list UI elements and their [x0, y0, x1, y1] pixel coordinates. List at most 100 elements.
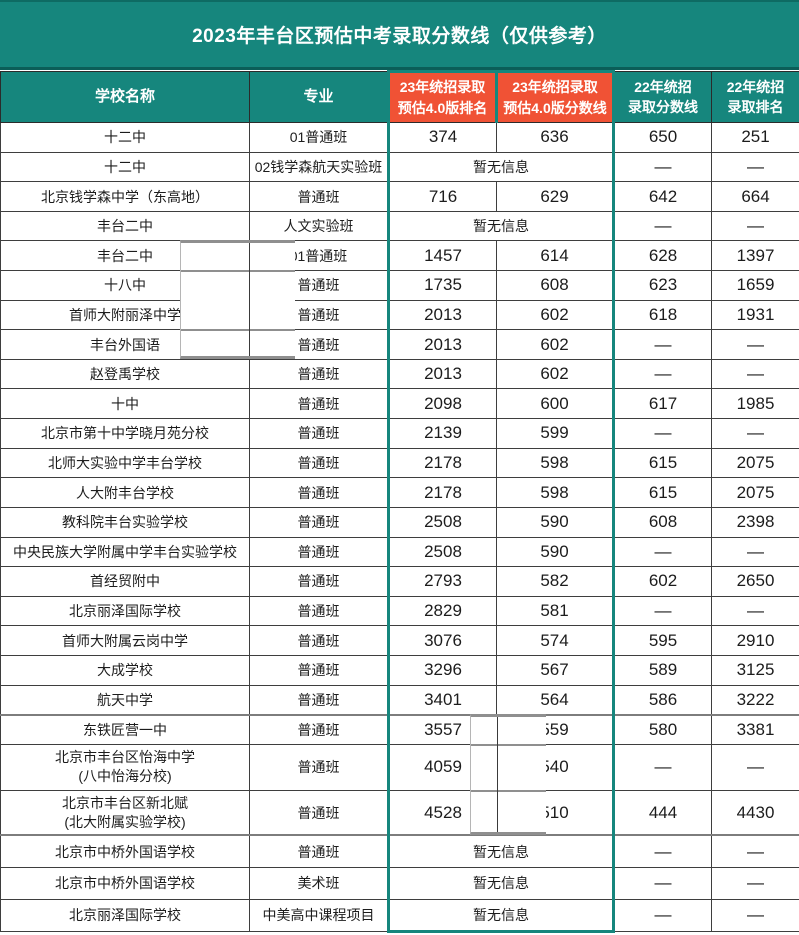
rank22-cell: —: [711, 210, 799, 242]
table-row: 人大附丰台学校 普通班 2178 598 615 2075: [0, 477, 799, 508]
score22-cell: 642: [613, 181, 712, 212]
rank23-cell: 374: [387, 122, 497, 153]
school-cell: 北京丽泽国际学校: [0, 898, 250, 932]
patch-gridline: [181, 270, 295, 272]
score23-cell: 602: [496, 299, 615, 331]
rank23-cell: 2793: [387, 566, 497, 597]
score23-cell: 600: [496, 388, 615, 420]
rank22-cell: 2650: [711, 566, 799, 597]
table-row: 丰台二中 人文实验班 暂无信息 — —: [0, 210, 799, 242]
table-row: 教科院丰台实验学校 普通班 2508 590 608 2398: [0, 506, 799, 538]
rank22-cell: 1397: [711, 240, 799, 272]
score23-cell: 581: [496, 595, 615, 627]
rank22-cell: —: [711, 536, 799, 568]
program-cell: 普通班: [249, 625, 389, 656]
rank23-cell: 2013: [387, 299, 497, 331]
table-row: 大成学校 普通班 3296 567 589 3125: [0, 654, 799, 686]
score23-cell: 574: [496, 625, 615, 656]
program-cell: 02钱学森航天实验班: [249, 151, 389, 183]
school-cell: 北京市丰台区新北赋 (北大附属实验学校): [0, 789, 250, 836]
rank22-cell: —: [711, 743, 799, 791]
school-cell: 赵登禹学校: [0, 358, 250, 390]
score23-cell: 614: [496, 240, 615, 272]
school-cell: 丰台二中: [0, 210, 250, 242]
school-cell: 教科院丰台实验学校: [0, 506, 250, 538]
no-info-cell: 暂无信息: [387, 834, 615, 868]
table-row: 十二中 02钱学森航天实验班 暂无信息 — —: [0, 151, 799, 183]
score22-cell: 650: [613, 122, 712, 153]
table-header: 学校名称 专业 23年统招录取 预估4.0版排名 23年统招录取 预估4.0版分…: [0, 70, 799, 123]
score22-cell: —: [613, 358, 712, 390]
program-cell: 普通班: [249, 447, 389, 479]
score22-cell: 444: [613, 789, 712, 836]
rank22-cell: 2398: [711, 506, 799, 538]
rank23-cell: 2178: [387, 477, 497, 508]
rank22-cell: —: [711, 866, 799, 900]
school-cell: 航天中学: [0, 684, 250, 716]
score23-cell: 590: [496, 506, 615, 538]
table-row: 北师大实验中学丰台学校 普通班 2178 598 615 2075: [0, 447, 799, 479]
program-cell: 普通班: [249, 743, 389, 791]
school-cell: 十二中: [0, 151, 250, 183]
patch-gridline: [181, 329, 295, 331]
col-header-rank22: 22年统招 录取排名: [711, 71, 799, 123]
rank22-cell: 4430: [711, 789, 799, 836]
score22-cell: —: [613, 329, 712, 360]
rank22-cell: —: [711, 898, 799, 932]
rank23-cell: 3296: [387, 654, 497, 686]
school-cell: 中央民族大学附属中学丰台实验学校: [0, 536, 250, 568]
score23-cell: 590: [496, 536, 615, 568]
rank22-cell: 664: [711, 181, 799, 212]
scores-table: 学校名称 专业 23年统招录取 预估4.0版排名 23年统招录取 预估4.0版分…: [0, 70, 799, 933]
table-row: 北京市丰台区怡海中学 (八中怡海分校) 普通班 4059 540 — —: [0, 743, 799, 791]
score22-cell: 602: [613, 566, 712, 597]
school-cell: 大成学校: [0, 654, 250, 686]
rank22-cell: 1985: [711, 388, 799, 420]
program-cell: 中美高中课程项目: [249, 898, 389, 932]
score22-cell: —: [613, 418, 712, 449]
score23-cell: 602: [496, 329, 615, 360]
score23-cell: 564: [496, 684, 615, 716]
rank22-cell: —: [711, 595, 799, 627]
col-header-rank23: 23年统招录取 预估4.0版排名: [387, 70, 498, 123]
score22-cell: 586: [613, 684, 712, 716]
rank23-cell: 2013: [387, 358, 497, 390]
program-cell: 普通班: [249, 536, 389, 568]
program-cell: 普通班: [249, 654, 389, 686]
rank23-cell: 2508: [387, 506, 497, 538]
score23-cell: 629: [496, 181, 615, 212]
program-cell: 普通班: [249, 477, 389, 508]
no-info-cell: 暂无信息: [387, 866, 615, 900]
program-cell: 普通班: [249, 684, 389, 716]
table-row: 丰台外国语 普通班 2013 602 — —: [0, 329, 799, 360]
rank23-cell: 3401: [387, 684, 497, 716]
table-row: 北京钱学森中学（东高地） 普通班 716 629 642 664: [0, 181, 799, 212]
col-header-school: 学校名称: [0, 71, 250, 123]
table-row: 赵登禹学校 普通班 2013 602 — —: [0, 358, 799, 390]
rank23-cell: 2829: [387, 595, 497, 627]
program-cell: 普通班: [249, 834, 389, 868]
score22-cell: 617: [613, 388, 712, 420]
score23-cell: 598: [496, 477, 615, 508]
table-row: 首经贸附中 普通班 2793 582 602 2650: [0, 566, 799, 597]
table-row: 东铁匠营一中 普通班 3557 559 580 3381: [0, 713, 799, 745]
patch-column-divider: [249, 243, 250, 356]
school-cell: 东铁匠营一中: [0, 713, 250, 745]
rank23-cell: 2139: [387, 418, 497, 449]
school-cell: 首师大附属云岗中学: [0, 625, 250, 656]
rank22-cell: 251: [711, 122, 799, 153]
no-info-cell: 暂无信息: [387, 210, 615, 242]
rank22-cell: —: [711, 329, 799, 360]
school-cell: 首经贸附中: [0, 566, 250, 597]
white-patch-left: [180, 240, 295, 359]
score22-cell: —: [613, 834, 712, 868]
table-row: 航天中学 普通班 3401 564 586 3222: [0, 684, 799, 716]
table-row: 十八中 普通班 1735 608 623 1659: [0, 270, 799, 301]
patch-gridline: [471, 744, 546, 746]
rank22-cell: —: [711, 151, 799, 183]
program-cell: 普通班: [249, 713, 389, 745]
score22-cell: 580: [613, 713, 712, 745]
table-row: 北京市中桥外国语学校 普通班 暂无信息 — —: [0, 834, 799, 868]
rank22-cell: 2910: [711, 625, 799, 656]
table-row: 北京丽泽国际学校 中美高中课程项目 暂无信息 — —: [0, 898, 799, 933]
